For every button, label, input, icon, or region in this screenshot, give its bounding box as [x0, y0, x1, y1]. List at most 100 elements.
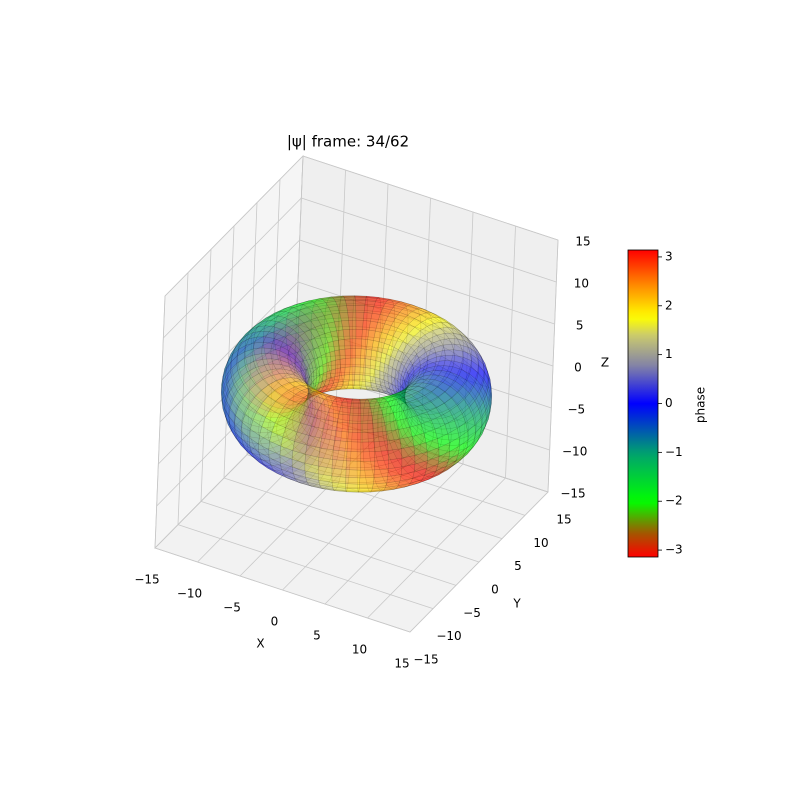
surface-face: [392, 393, 401, 401]
surface-face: [410, 340, 422, 351]
surface-face: [269, 400, 284, 409]
surface-face: [365, 386, 374, 391]
surface-face: [305, 444, 321, 458]
z-tick-label: 5: [576, 319, 584, 333]
surface-face: [466, 373, 477, 387]
surface-face: [391, 391, 401, 397]
surface-face: [362, 372, 375, 381]
surface-face: [365, 358, 371, 369]
surface-face: [374, 450, 389, 462]
surface-face: [387, 325, 398, 337]
surface-face: [303, 398, 308, 410]
surface-face: [268, 380, 282, 391]
surface-face: [306, 393, 309, 405]
surface-face: [231, 430, 242, 444]
surface-face: [404, 405, 408, 418]
surface-face: [284, 465, 299, 474]
surface-face: [413, 361, 421, 372]
surface-face: [248, 321, 261, 334]
surface-face: [263, 447, 277, 455]
surface-face: [387, 393, 400, 398]
surface-face: [442, 377, 456, 387]
surface-face: [292, 419, 301, 431]
surface-face: [359, 477, 375, 485]
surface-face: [297, 481, 312, 487]
surface-face: [405, 397, 419, 403]
surface-face: [398, 330, 409, 342]
surface-face: [416, 416, 425, 426]
surface-face: [449, 437, 460, 452]
surface-face: [432, 328, 446, 336]
surface-face: [411, 304, 427, 311]
surface-face: [247, 446, 261, 456]
surface-face: [272, 363, 285, 370]
surface-face: [249, 397, 263, 412]
surface-face: [307, 396, 310, 408]
surface-face: [312, 392, 323, 397]
surface-face: [374, 360, 381, 371]
surface-face: [440, 346, 454, 362]
surface-face: [343, 296, 356, 301]
surface-face: [417, 334, 429, 345]
surface-face: [312, 382, 319, 393]
surface-face: [224, 408, 230, 425]
surface-face: [398, 361, 414, 374]
surface-face: [378, 297, 392, 301]
surface-face: [368, 399, 379, 404]
surface-face: [367, 304, 382, 313]
surface-face: [371, 340, 380, 352]
surface-face: [274, 385, 289, 396]
surface-face: [292, 441, 308, 455]
surface-face: [387, 391, 397, 398]
surface-face: [221, 393, 225, 409]
surface-face: [402, 433, 411, 445]
surface-face: [384, 316, 396, 326]
surface-face: [335, 396, 346, 400]
surface-face: [402, 464, 416, 474]
surface-face: [303, 406, 319, 418]
surface-face: [345, 388, 354, 390]
surface-face: [345, 488, 360, 492]
surface-face: [426, 323, 441, 331]
surface-face: [339, 348, 346, 360]
surface-face: [305, 477, 320, 486]
surface-face: [418, 337, 433, 352]
surface-face: [270, 464, 285, 475]
surface-face: [424, 330, 438, 340]
surface-face: [273, 408, 287, 414]
surface-face: [403, 389, 407, 401]
surface-face: [450, 426, 461, 435]
surface-face: [359, 398, 369, 401]
surface-face: [295, 385, 310, 394]
surface-face: [239, 329, 252, 341]
surface-face: [439, 456, 453, 463]
surface-face: [377, 417, 383, 428]
surface-face: [472, 434, 483, 448]
surface-face: [367, 388, 378, 392]
surface-face: [263, 336, 275, 344]
surface-face: [399, 307, 413, 316]
surface-face: [330, 425, 338, 437]
surface-face: [442, 323, 455, 337]
surface-face: [472, 403, 482, 418]
surface-face: [374, 389, 385, 393]
surface-face: [378, 332, 388, 344]
surface-face: [400, 473, 415, 482]
surface-face: [308, 391, 322, 397]
surface-face: [382, 389, 391, 396]
surface-face: [396, 480, 411, 487]
surface-face: [394, 349, 403, 362]
surface-face: [351, 398, 361, 401]
surface-face: [444, 419, 458, 434]
surface-face: [330, 372, 343, 381]
surface-face: [395, 397, 409, 405]
surface-face: [474, 417, 482, 434]
surface-face: [402, 394, 407, 405]
surface-face: [419, 328, 434, 343]
surface-face: [343, 374, 350, 382]
surface-face: [448, 420, 460, 429]
surface-face: [397, 457, 410, 469]
surface-face: [367, 419, 373, 430]
surface-face: [451, 448, 465, 457]
surface-face: [471, 342, 482, 357]
